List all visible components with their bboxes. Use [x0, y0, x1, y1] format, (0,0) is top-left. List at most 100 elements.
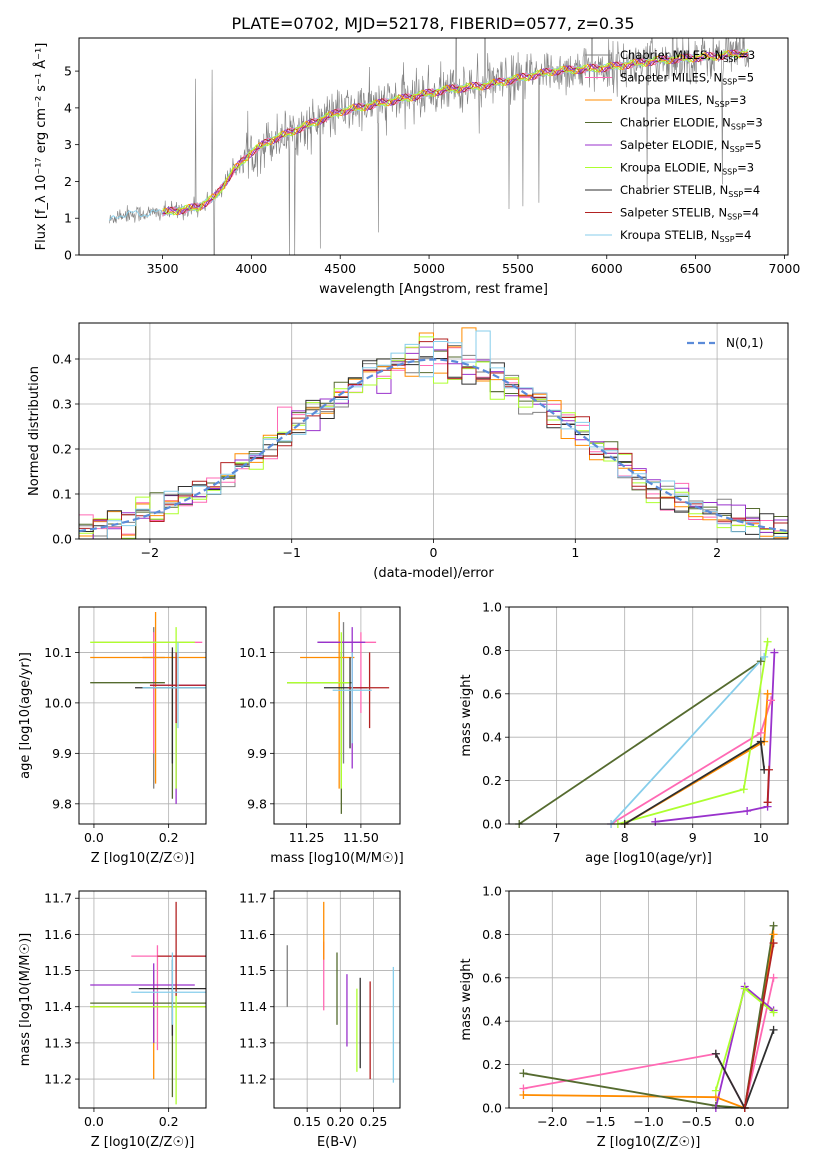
panel-age-vs-Z: 0.0 0.2 9.8 9.9 10.0 10.1 Z [log10(Z/Z☉)] age [… — [18, 606, 207, 866]
mass-weight-marker — [711, 1086, 720, 1095]
mass-weight-line — [610, 700, 772, 824]
mass-weight-marker — [763, 689, 772, 698]
residual-histogram — [79, 338, 788, 539]
axes-frame — [273, 890, 401, 1109]
y-tick-label: 0.3 — [52, 397, 72, 412]
x-tick-label: 7000 — [769, 261, 801, 276]
plot-area — [286, 901, 395, 1083]
y-tick-label: 4 — [64, 100, 72, 115]
y-tick-label: 0.1 — [52, 487, 72, 502]
x-tick-label: 8 — [621, 830, 629, 845]
y-tick-label: 11.7 — [239, 891, 267, 906]
y-axis-label: mass weight — [459, 674, 474, 756]
y-tick-label: 11.2 — [239, 1072, 267, 1087]
mass-weight-marker — [769, 921, 778, 930]
mass-weight-line — [766, 769, 770, 803]
y-axis-label: mass weight — [459, 958, 474, 1040]
x-tick-label: 6500 — [680, 261, 712, 276]
y-tick-label: 11.5 — [239, 963, 267, 978]
y-axis-label: Normed distribution — [27, 366, 42, 496]
y-tick-label: 10.0 — [44, 695, 72, 710]
y-tick-label: 11.4 — [44, 999, 72, 1014]
mass-weight-marker — [769, 930, 778, 939]
panel-residuals: −2 −1 0 1 2 0.0 0.1 0.2 0.3 0.4 (data-model)/error… — [27, 322, 789, 581]
mass-weight-marker — [766, 696, 775, 705]
y-tick-label: 11.2 — [44, 1072, 72, 1087]
y-tick-label: 0.0 — [482, 1101, 502, 1116]
panel-mass-vs-EBV: 0.15 0.20 0.25 11.2 11.3 11.4 11.5 11.6 11.7 E(B-… — [239, 890, 401, 1150]
y-tick-label: 0.2 — [482, 773, 502, 788]
mass-weight-line — [715, 1029, 775, 1108]
y-tick-label: 11.6 — [44, 927, 72, 942]
panel-mass-weight-vs-age: 7 8 9 10 0.0 0.2 0.4 0.6 0.8 1.0 age [log10(age/yr… — [459, 600, 789, 866]
x-tick-label: 11.50 — [343, 830, 379, 845]
legend-entry-label: Chabrier ELODIE, NSSP=3 — [620, 116, 763, 132]
mass-weight-marker — [651, 817, 660, 826]
mass-weight-marker — [769, 973, 778, 982]
y-tick-label: 1 — [64, 211, 72, 226]
y-tick-label: 11.6 — [239, 927, 267, 942]
axes-frame — [273, 606, 401, 825]
y-axis-label: Flux [f_λ 10⁻¹⁷ erg cm⁻² s⁻¹ Å⁻¹] — [33, 43, 49, 251]
legend-entry-label: Chabrier STELIB, NSSP=4 — [620, 183, 760, 199]
axes-frame — [78, 322, 789, 540]
y-tick-label: 10.1 — [44, 645, 72, 660]
x-tick-label: 5000 — [413, 261, 445, 276]
mass-weight-marker — [764, 765, 773, 774]
mass-weight-marker — [769, 939, 778, 948]
mass-weight-line — [624, 693, 769, 824]
x-axis-label: wavelength [Angstrom, rest frame] — [319, 282, 548, 297]
legend-entry-label: Salpeter STELIB, NSSP=4 — [620, 206, 759, 222]
plot-area — [518, 641, 776, 824]
x-tick-label: −1 — [282, 545, 300, 560]
figure-title: PLATE=0702, MJD=52178, FIBERID=0577, z=0… — [231, 14, 634, 33]
plot-area — [79, 327, 788, 539]
mass-weight-marker — [760, 652, 769, 661]
y-tick-label: 10.1 — [239, 645, 267, 660]
x-tick-label: −0.5 — [681, 1114, 711, 1129]
y-tick-label: 0.2 — [482, 1057, 502, 1072]
y-tick-label: 0 — [64, 248, 72, 263]
y-tick-label: 0.4 — [52, 352, 72, 367]
y-tick-label: 5 — [64, 64, 72, 79]
x-tick-label: 0.0 — [735, 1114, 755, 1129]
x-tick-label: 0.20 — [326, 1114, 354, 1129]
legend-entry-label: Kroupa STELIB, NSSP=4 — [620, 228, 751, 244]
y-tick-label: 0.4 — [482, 1014, 502, 1029]
x-tick-label: 4000 — [235, 261, 267, 276]
y-tick-label: 0.8 — [482, 643, 502, 658]
y-tick-label: 10.0 — [239, 695, 267, 710]
x-tick-label: −1.5 — [585, 1114, 615, 1129]
x-tick-label: 4500 — [324, 261, 356, 276]
mass-weight-marker — [739, 785, 748, 794]
x-tick-label: −1.0 — [633, 1114, 663, 1129]
axes-frame — [508, 606, 789, 825]
y-tick-label: 0.6 — [482, 970, 502, 985]
mass-weight-line — [610, 656, 765, 824]
mass-weight-marker — [519, 1090, 528, 1099]
mass-weight-line — [518, 660, 762, 824]
plot-area — [90, 612, 206, 804]
y-tick-label: 2 — [64, 174, 72, 189]
x-tick-label: −2 — [141, 545, 159, 560]
panel-mass-vs-Z: 0.0 0.2 11.2 11.3 11.4 11.5 11.6 11.7 Z [log10(Z… — [18, 890, 207, 1150]
legend-entry-label: Salpeter ELODIE, NSSP=5 — [620, 138, 762, 154]
x-tick-label: 11.25 — [289, 830, 325, 845]
plot-area — [287, 612, 390, 814]
y-tick-label: 9.8 — [52, 796, 72, 811]
y-tick-label: 9.9 — [247, 746, 267, 761]
x-axis-label: Z [log10(Z/Z☉)] — [597, 1135, 701, 1150]
y-tick-label: 3 — [64, 137, 72, 152]
mass-weight-marker — [763, 637, 772, 646]
y-axis-label: mass [log10(M/M☉)] — [18, 933, 33, 1066]
x-tick-label: 10 — [753, 830, 769, 845]
model-spectrum-line — [162, 49, 749, 215]
x-tick-label: −2.0 — [537, 1114, 567, 1129]
panel-mass-weight-vs-Z: −2.0 −1.5 −1.0 −0.5 0.0 0.0 0.2 0.4 0.6 0.8 1.0 Z [… — [459, 884, 789, 1150]
mass-weight-line — [523, 925, 775, 1108]
x-tick-label: 0.2 — [159, 1114, 179, 1129]
normal-curve — [79, 358, 788, 533]
plot-area — [90, 901, 206, 1105]
x-tick-label: 7 — [553, 830, 561, 845]
